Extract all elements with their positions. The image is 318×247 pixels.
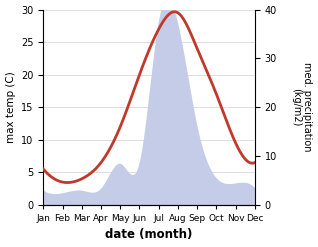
Y-axis label: med. precipitation
(kg/m2): med. precipitation (kg/m2) <box>291 62 313 152</box>
X-axis label: date (month): date (month) <box>105 228 193 242</box>
Y-axis label: max temp (C): max temp (C) <box>5 71 16 143</box>
